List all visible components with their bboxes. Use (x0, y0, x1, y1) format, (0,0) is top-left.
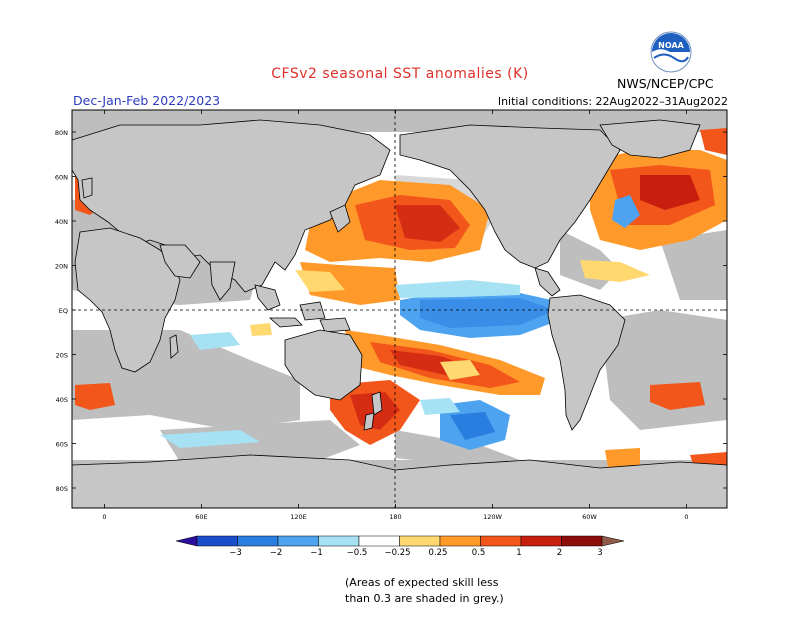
legend-tick-label: 2 (557, 548, 562, 558)
legend-tick-label: −3 (229, 548, 242, 558)
latitude-label: 20S (56, 352, 68, 360)
longitude-label: 0 (102, 513, 106, 521)
forecast-period: Dec-Jan-Feb 2022/2023 (73, 93, 221, 108)
legend-tick-label: −0.5 (347, 548, 368, 558)
latitude-label: 20N (55, 263, 68, 271)
latitude-label: 80S (56, 485, 68, 493)
latitude-label: 40N (55, 218, 68, 226)
legend-tick-label: 3 (597, 548, 602, 558)
legend-swatch (196, 535, 238, 547)
legend-swatch (277, 535, 319, 547)
skill-note-line: (Areas of expected skill less (345, 576, 499, 589)
land (72, 119, 727, 508)
latitude-label: 80N (55, 129, 68, 137)
cool-anomaly (395, 280, 520, 298)
warm-anomaly (250, 323, 272, 336)
legend-swatch (439, 535, 481, 547)
initial-conditions: Initial conditions: 22Aug2022–31Aug2022 (497, 95, 728, 108)
longitude-label: 60W (582, 513, 597, 521)
warm-anomaly (650, 382, 705, 410)
longitude-label: 180 (389, 513, 401, 521)
warm-anomaly (605, 448, 640, 468)
legend-swatch (237, 535, 279, 547)
legend-swatch (561, 535, 603, 547)
longitude-label: 120E (290, 513, 307, 521)
latitude-label: 60N (55, 174, 68, 182)
skill-note: (Areas of expected skill less than 0.3 a… (345, 575, 605, 607)
legend-tick-label: −0.25 (384, 548, 410, 558)
cool-anomaly (450, 412, 495, 440)
legend-swatch (358, 535, 400, 547)
legend-swatch (520, 535, 562, 547)
map-title: CFSv2 seasonal SST anomalies (K) (271, 66, 529, 82)
legend-tick-label: 0.5 (472, 548, 486, 558)
legend-arrow-right (601, 535, 625, 547)
legend-swatch (480, 535, 522, 547)
noaa-logo: NOAA (650, 31, 692, 73)
map-frame (71, 109, 728, 509)
legend-tick-label: 1 (516, 548, 521, 558)
warm-anomaly (440, 360, 480, 380)
low-skill-region (160, 420, 360, 462)
latitude-label: 60S (56, 441, 68, 449)
longitude-label: 120W (483, 513, 502, 521)
cool-anomaly (190, 332, 240, 350)
color-legend: −3 −2 −1 −0.5 −0.25 0.25 0.5 1 2 3 (175, 535, 625, 558)
cool-anomaly (612, 195, 640, 228)
warm-anomaly (580, 260, 650, 282)
longitude-label: 60E (195, 513, 207, 521)
agency-label: NWS/NCEP/CPC (617, 76, 714, 91)
cool-anomaly (420, 398, 460, 415)
legend-tick-label: −1 (310, 548, 323, 558)
latitude-label: 40S (56, 396, 68, 404)
skill-note-line: than 0.3 are shaded in grey.) (345, 592, 504, 605)
legend-tick-label: −2 (270, 548, 283, 558)
warm-anomaly (75, 383, 115, 410)
svg-text:NOAA: NOAA (658, 41, 684, 50)
low-skill-region (660, 230, 727, 300)
legend-arrow-left (175, 535, 198, 547)
cool-anomaly (160, 430, 260, 448)
latitude-label: EQ (59, 307, 68, 315)
legend-swatch (318, 535, 360, 547)
warm-anomaly (640, 175, 700, 210)
low-skill-region (395, 430, 520, 462)
longitude-axis: 0 60E 120E 180 120W 60W 0 (102, 110, 689, 521)
warm-anomaly (395, 205, 460, 242)
warm-anomaly (295, 270, 345, 292)
legend-tick-label: 0.25 (429, 548, 448, 558)
longitude-label: 0 (684, 513, 688, 521)
legend-swatch (399, 535, 441, 547)
latitude-axis: 80N 60N 40N 20N EQ 20S 40S 60S 80S (55, 129, 727, 493)
warm-anomaly (700, 128, 727, 155)
cool-anomaly (420, 298, 555, 328)
